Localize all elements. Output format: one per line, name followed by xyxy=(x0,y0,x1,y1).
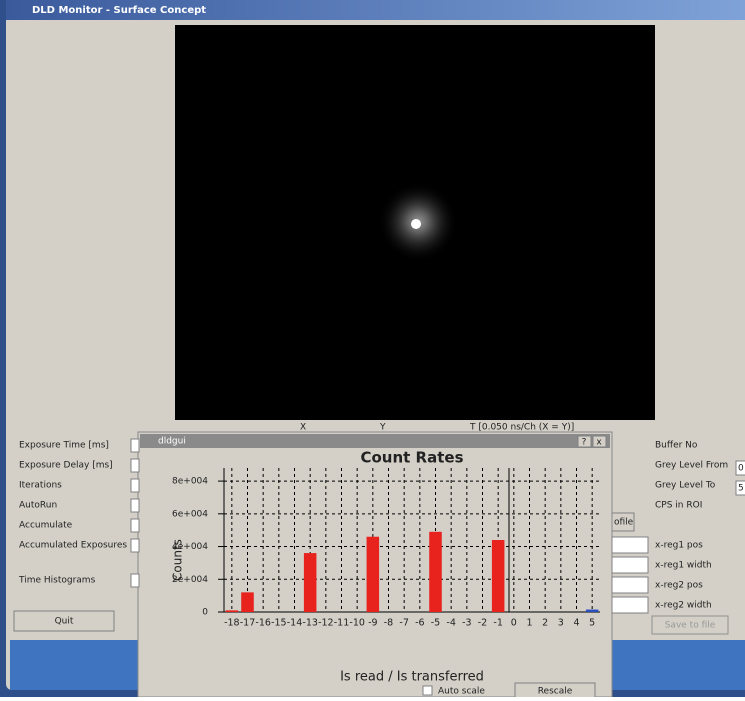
left-field[interactable] xyxy=(131,574,139,587)
x-tick-label: -11 xyxy=(334,618,350,629)
left-field[interactable] xyxy=(131,499,139,512)
bar xyxy=(492,540,505,612)
help-label: ? xyxy=(582,438,587,448)
x-tick-label: 0 xyxy=(511,618,517,629)
axis-x: X xyxy=(300,423,306,433)
left-label: Accumulate xyxy=(19,521,73,531)
image-center xyxy=(411,219,421,229)
right-label: x-reg2 pos xyxy=(655,581,703,591)
x-tick-label: -17 xyxy=(240,618,256,629)
x-tick-label: 2 xyxy=(542,618,548,629)
x-tick-label: 3 xyxy=(558,618,564,629)
axis-t: T [0.050 ns/Ch (X = Y)] xyxy=(469,423,574,433)
x-tick-label: -1 xyxy=(493,618,502,629)
bar xyxy=(241,592,254,612)
x-tick-label: -4 xyxy=(446,618,455,629)
x-tick-label: 5 xyxy=(589,618,595,629)
grey-to: 5 xyxy=(738,484,744,494)
x-tick-label: -7 xyxy=(399,618,408,629)
window-title: DLD Monitor - Surface Concept xyxy=(32,5,206,16)
left-label: AutoRun xyxy=(19,501,57,511)
left-field[interactable] xyxy=(131,439,139,452)
y-tick-label: 0 xyxy=(202,608,208,618)
bar xyxy=(304,553,317,612)
auto-scale-label: Auto scale xyxy=(438,687,485,697)
right-field xyxy=(612,537,648,553)
right-field xyxy=(612,557,648,573)
bar xyxy=(429,532,442,612)
close-label: x xyxy=(596,438,602,448)
x-tick-label: 1 xyxy=(526,618,532,629)
left-field[interactable] xyxy=(131,519,139,532)
chart-title: Count Rates xyxy=(360,449,463,467)
x-tick-label: -10 xyxy=(349,618,365,629)
screen: DLD Monitor - Surface Concept X Y T [0.0… xyxy=(0,0,745,697)
left-label: Accumulated Exposures xyxy=(19,541,127,551)
left-label: Iterations xyxy=(19,481,62,491)
right-label: CPS in ROI xyxy=(655,501,702,511)
x-axis-label: Is read / Is transferred xyxy=(340,670,484,685)
right-label: x-reg1 pos xyxy=(655,541,703,551)
right-label: x-reg2 width xyxy=(655,601,712,611)
x-tick-label: -5 xyxy=(431,618,440,629)
page: DLD Monitor - Surface Concept X Y T [0.0… xyxy=(0,0,745,697)
left-label: Exposure Delay [ms] xyxy=(19,461,113,471)
x-tick-label: -18 xyxy=(224,618,240,629)
y-tick-label: 6e+004 xyxy=(172,509,208,519)
grey-from: 0 xyxy=(738,464,744,474)
x-tick-label: -16 xyxy=(255,618,271,629)
x-tick-label: -12 xyxy=(318,618,334,629)
x-tick-label: 4 xyxy=(573,618,579,629)
x-tick-label: -13 xyxy=(302,618,318,629)
right-label: Buffer No xyxy=(655,441,698,451)
left-field[interactable] xyxy=(131,459,139,472)
right-label: x-reg1 width xyxy=(655,561,712,571)
auto-scale-checkbox[interactable] xyxy=(423,686,432,695)
right-label: Grey Level To xyxy=(655,481,716,491)
x-tick-label: -6 xyxy=(415,618,424,629)
x-tick-label: -14 xyxy=(287,618,303,629)
right-field xyxy=(612,577,648,593)
rescale-label: Rescale xyxy=(538,687,573,697)
x-tick-label: -9 xyxy=(368,618,377,629)
profile-label: ofile xyxy=(614,518,634,528)
save-label: Save to file xyxy=(665,621,716,631)
bar xyxy=(586,610,599,612)
x-tick-label: -15 xyxy=(271,618,287,629)
right-field xyxy=(612,597,648,613)
y-tick-label: 4e+004 xyxy=(172,542,208,552)
left-label: Exposure Time [ms] xyxy=(19,441,109,451)
x-tick-label: -3 xyxy=(462,618,471,629)
quit-label: Quit xyxy=(55,617,74,627)
x-tick-label: -2 xyxy=(478,618,487,629)
x-tick-label: -8 xyxy=(384,618,393,629)
left-field[interactable] xyxy=(131,479,139,492)
left-field[interactable] xyxy=(131,539,139,552)
y-tick-label: 8e+004 xyxy=(172,477,208,487)
left-label: Time Histograms xyxy=(18,576,96,586)
bar xyxy=(367,537,380,612)
dialog-title: dldgui xyxy=(158,437,186,447)
y-tick-label: 2e+004 xyxy=(172,575,208,585)
bar xyxy=(226,610,239,612)
axis-y: Y xyxy=(379,423,386,433)
right-label: Grey Level From xyxy=(655,461,728,471)
dialog-title-bar xyxy=(140,434,610,448)
